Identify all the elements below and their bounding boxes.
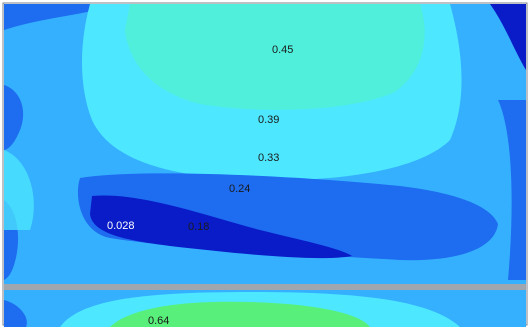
panel-divider	[4, 284, 526, 290]
lower-green-core	[110, 301, 370, 327]
left-edge-dark-band	[4, 85, 24, 150]
contour-label-0028: 0.028	[107, 220, 135, 232]
contour-label-018: 0.18	[188, 221, 209, 233]
contour-label-039: 0.39	[258, 114, 279, 126]
contour-label-033: 0.33	[258, 152, 279, 164]
lower-left-dark-band	[4, 300, 27, 327]
upper-field	[4, 4, 526, 286]
right-edge-band	[498, 100, 526, 280]
right-corner-dark-band	[490, 4, 526, 70]
lower-cyan-strip	[4, 150, 34, 230]
lower-band-deep	[90, 195, 352, 259]
lower-field	[4, 290, 526, 327]
contour-label-064: 0.64	[148, 315, 169, 327]
upper-teal-core	[125, 4, 425, 110]
contour-label-024: 0.24	[229, 183, 250, 195]
contour-label-045: 0.45	[272, 44, 293, 56]
